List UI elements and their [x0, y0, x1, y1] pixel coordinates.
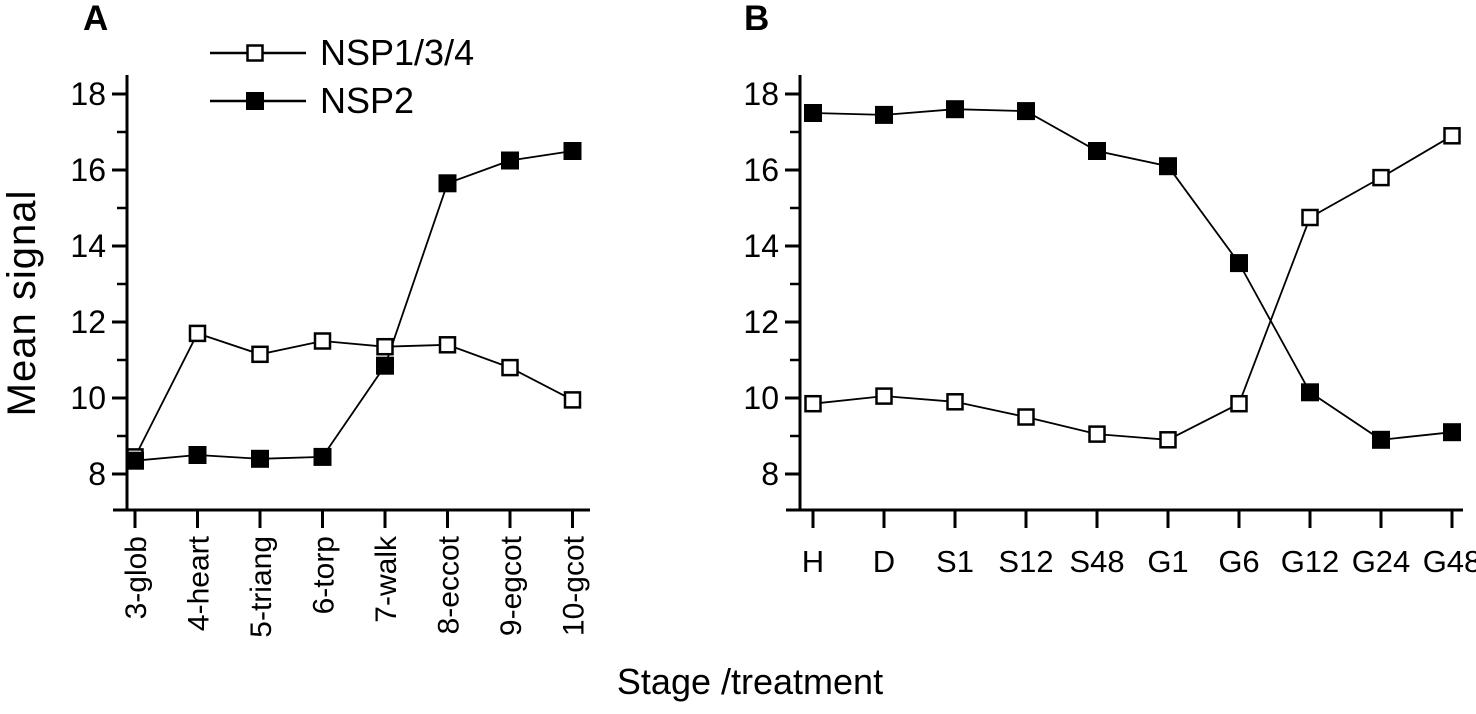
- filled-square-marker-icon: [126, 451, 144, 470]
- y-tick-label: 14: [70, 228, 106, 264]
- y-tick-label: 12: [70, 304, 106, 340]
- filled-square-marker-icon: [1230, 254, 1248, 273]
- filled-square-marker-icon: [563, 142, 582, 160]
- open-square-marker-icon: [188, 324, 207, 343]
- x-tick-label: 10-gcot: [558, 535, 591, 636]
- legend-item-nsp134: NSP1/3/4: [210, 32, 475, 73]
- series-line-nsp2: [812, 108, 1453, 441]
- legend: NSP1/3/4 NSP2: [210, 32, 475, 134]
- x-tick-label: D: [873, 544, 895, 579]
- x-tick-label: G24: [1352, 544, 1411, 579]
- filled-square-marker-icon: [438, 174, 457, 193]
- open-square-marker-icon: [875, 387, 893, 405]
- x-tick-label: H: [802, 544, 824, 579]
- x-tick-label: 9-egcot: [495, 535, 528, 636]
- x-tick-label: 8-eccot: [433, 535, 466, 634]
- y-axis-title: Mean signal: [0, 189, 44, 417]
- x-tick-label: S1: [936, 544, 974, 579]
- filled-square-marker-icon: [1017, 102, 1035, 121]
- open-square-marker-icon: [1017, 408, 1035, 426]
- open-square-marker-icon: [1443, 127, 1461, 145]
- open-square-marker-icon: [1230, 394, 1248, 413]
- x-tick-label: G1: [1147, 544, 1188, 579]
- y-tick-label: 8: [88, 456, 106, 492]
- x-tick-label: G48: [1423, 544, 1476, 579]
- series-line-nsp2: [134, 150, 573, 462]
- filled-square-marker-icon: [188, 446, 207, 464]
- series-line-nsp134: [812, 135, 1453, 441]
- filled-square-marker-icon: [875, 105, 893, 124]
- open-square-marker-icon: [1372, 168, 1390, 187]
- x-axis-title: Stage /treatment: [616, 661, 884, 702]
- y-tick-label: 12: [743, 304, 779, 340]
- filled-square-marker-icon: [1372, 430, 1390, 449]
- y-tick-label: 16: [70, 152, 106, 188]
- x-tick-label: G6: [1218, 544, 1259, 579]
- filled-square-marker-icon: [210, 92, 306, 110]
- series-line-nsp134: [134, 332, 573, 458]
- filled-square-marker-icon: [1159, 157, 1177, 176]
- y-tick-label: 14: [743, 228, 779, 264]
- filled-square-marker-icon: [313, 447, 332, 466]
- filled-square-marker-icon: [1443, 423, 1461, 442]
- x-tick-label: 5-triang: [245, 536, 278, 638]
- filled-square-marker-icon: [376, 356, 394, 375]
- open-square-marker-icon: [251, 345, 269, 364]
- x-tick-label: 3-glob: [120, 536, 153, 619]
- legend-label: NSP1/3/4: [320, 32, 475, 73]
- y-tick-label: 18: [743, 76, 779, 112]
- open-square-marker-icon: [438, 336, 457, 354]
- x-tick-label: S48: [1069, 544, 1124, 579]
- legend-item-nsp2: NSP2: [210, 80, 474, 121]
- panel-b-plot: 8 10 12 14 16 18 H D S1 S12 S48 G1 G6 G12 G24 G48: [743, 75, 1476, 579]
- x-tick-label: 6-torp: [308, 536, 341, 614]
- open-square-marker-icon: [1159, 431, 1177, 449]
- y-tick-label: 10: [743, 380, 779, 416]
- open-square-marker-icon: [804, 394, 822, 413]
- filled-square-marker-icon: [804, 104, 822, 122]
- panel-a-plot: 8 10 12 14 16 18 3-glob 4-heart 5-triang 6-torp 7-…: [70, 75, 591, 638]
- open-square-marker-icon: [946, 393, 964, 411]
- y-tick-label: 16: [743, 152, 779, 188]
- open-square-marker-icon: [210, 44, 306, 62]
- x-tick-label: S12: [998, 544, 1053, 579]
- open-square-marker-icon: [563, 391, 582, 409]
- x-tick-label: G12: [1281, 544, 1340, 579]
- filled-square-marker-icon: [1301, 383, 1319, 402]
- panel-b-letter: B: [744, 0, 770, 38]
- open-square-marker-icon: [313, 332, 332, 350]
- filled-square-marker-icon: [251, 449, 269, 468]
- open-square-marker-icon: [376, 337, 394, 356]
- x-tick-label: 7-walk: [370, 535, 403, 623]
- open-square-marker-icon: [1088, 425, 1106, 443]
- filled-square-marker-icon: [946, 100, 964, 119]
- panel-a-letter: A: [83, 0, 109, 38]
- open-square-marker-icon: [501, 358, 519, 377]
- filled-square-marker-icon: [501, 151, 519, 170]
- y-tick-label: 10: [70, 380, 106, 416]
- filled-square-marker-icon: [1088, 142, 1106, 160]
- x-tick-label: 4-heart: [183, 535, 216, 631]
- open-square-marker-icon: [1301, 208, 1319, 227]
- legend-label: NSP2: [320, 80, 415, 121]
- y-tick-label: 18: [70, 76, 106, 112]
- y-tick-label: 8: [761, 456, 779, 492]
